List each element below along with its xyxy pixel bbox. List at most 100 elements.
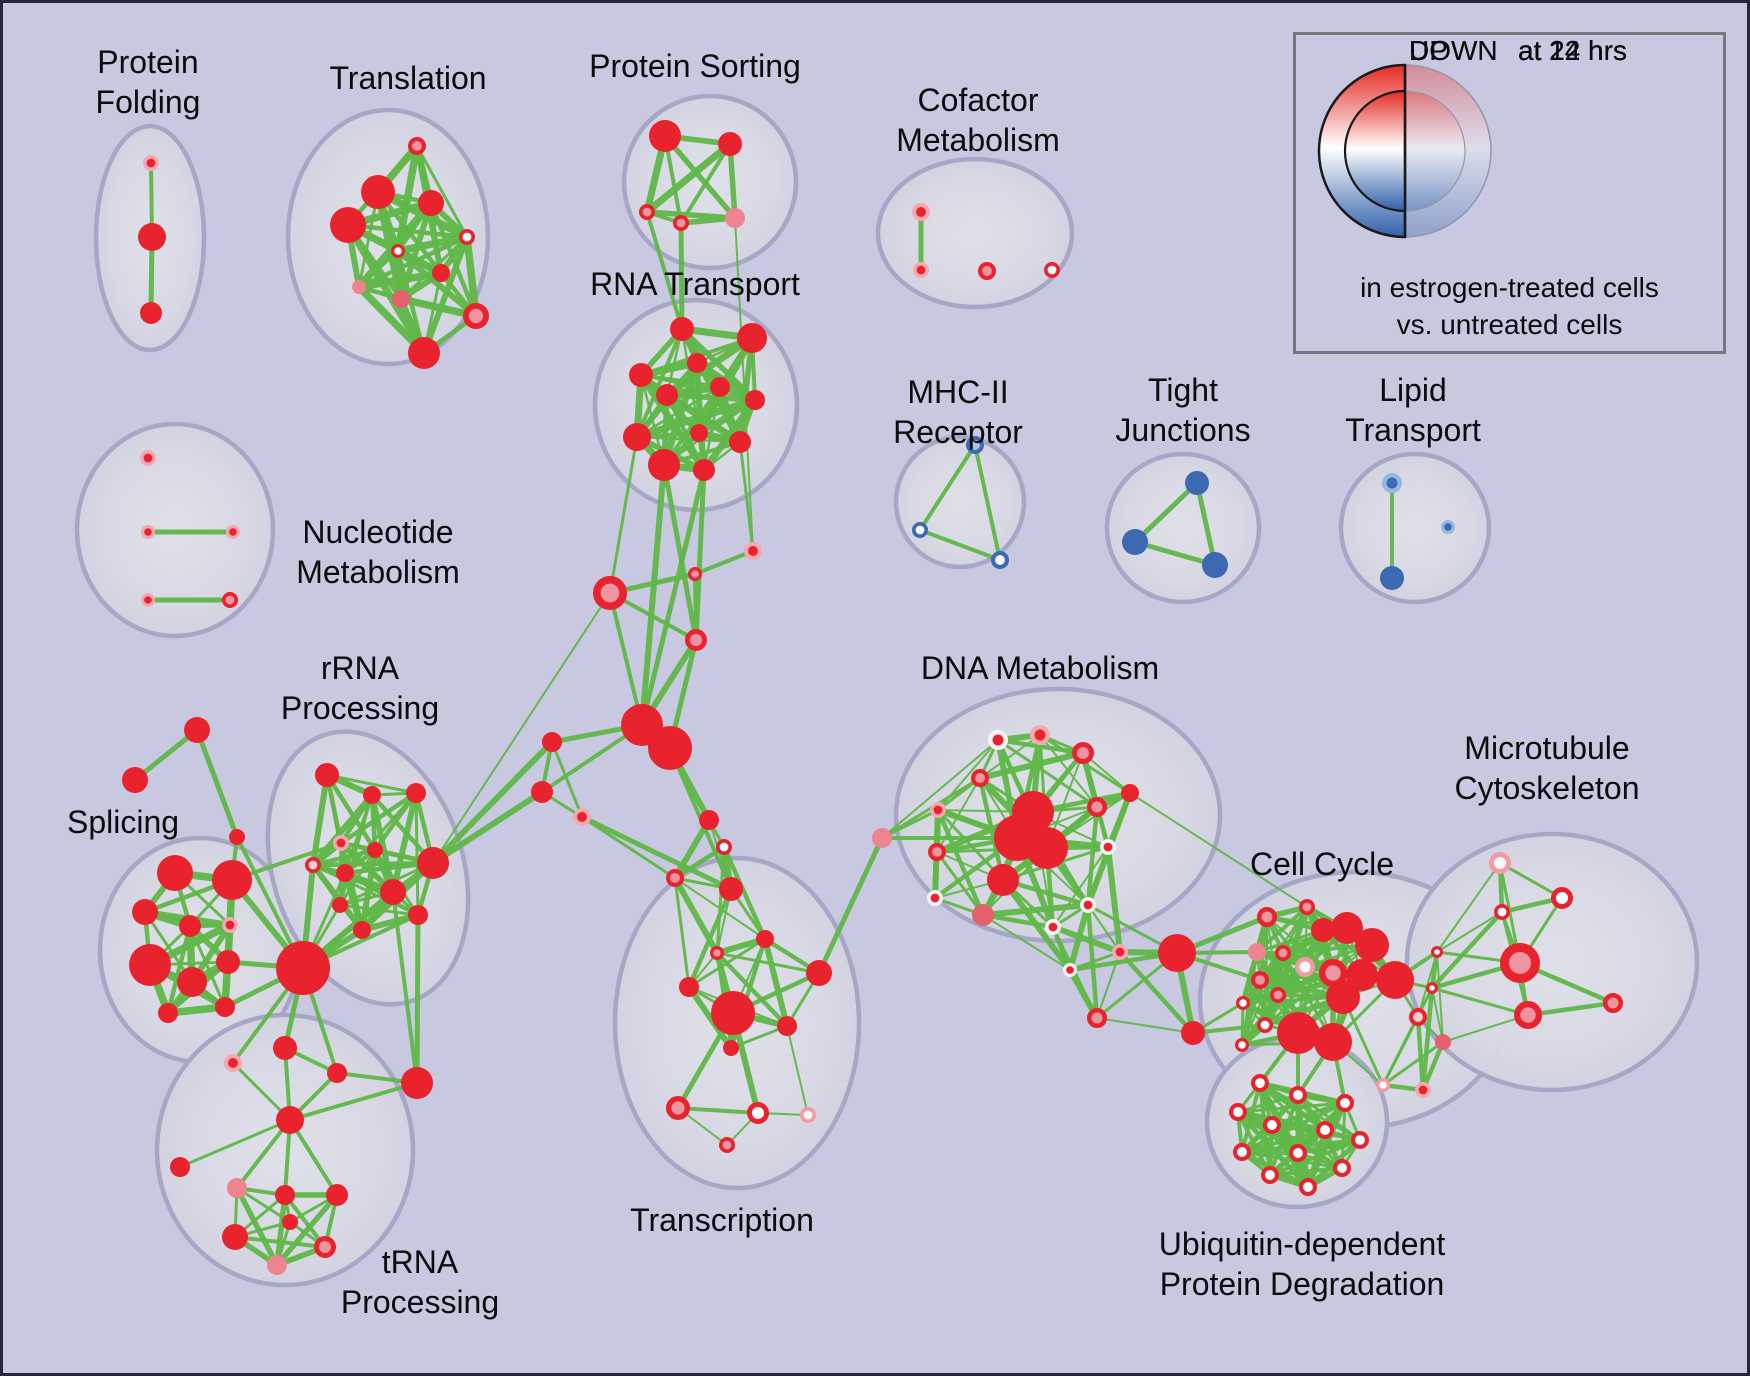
- network-node-b5: [684, 628, 707, 651]
- network-node-tn3: [326, 1184, 348, 1206]
- cluster-ellipse-cofactor-metabolism: [875, 156, 1075, 310]
- network-edge: [1117, 949, 1196, 1036]
- network-node-tn4: [222, 1224, 248, 1250]
- network-node-cc1: [1257, 907, 1277, 927]
- cluster-label-rrna-processing-line1: rRNA: [320, 650, 400, 686]
- network-node-lt1: [1382, 473, 1402, 493]
- cluster-ellipse-lipid-transport: [1338, 451, 1492, 605]
- network-edge: [714, 950, 790, 1029]
- network-node-dm2: [1030, 725, 1050, 745]
- network-node-x1: [184, 717, 210, 743]
- network-edge: [715, 951, 821, 975]
- network-edge: [1420, 1039, 1446, 1093]
- network-node-rr6: [336, 864, 354, 882]
- network-edge: [786, 1025, 809, 1116]
- network-edge: [391, 890, 419, 1085]
- network-edge: [1431, 987, 1444, 1043]
- network-node-mt8: [1514, 1001, 1543, 1030]
- network-node-nm4: [141, 592, 156, 607]
- cluster-label-transcription: Transcription: [630, 1202, 814, 1238]
- cluster-label-cofactor-metabolism-line2: Metabolism: [896, 122, 1060, 158]
- network-node-rt10: [729, 431, 751, 453]
- network-edge: [1436, 911, 1503, 953]
- network-edge: [918, 443, 977, 532]
- legend-inner-ring-faded-half: [1404, 90, 1466, 212]
- network-edge: [734, 217, 754, 552]
- network-node-cc10: [1346, 959, 1378, 991]
- network-node-x3: [229, 829, 245, 845]
- network-edge: [324, 772, 378, 853]
- network-node-cf2: [912, 261, 929, 278]
- network-node-cc11: [1376, 961, 1414, 999]
- network-edge: [394, 233, 471, 255]
- network-node-dm3: [1071, 741, 1094, 764]
- network-edge: [372, 790, 419, 853]
- network-node-dm15: [1062, 962, 1077, 977]
- network-node-c13: [799, 1107, 816, 1124]
- network-node-dm8: [1087, 797, 1107, 817]
- network-edge: [762, 936, 790, 1029]
- network-edge: [432, 592, 611, 864]
- network-node-bm: [872, 828, 892, 848]
- network-edge: [338, 790, 419, 846]
- network-node-rr12: [332, 897, 348, 913]
- network-node-cc19: [1234, 1037, 1249, 1052]
- cluster-ellipse-protein-sorting: [621, 93, 799, 271]
- network-edge: [935, 850, 985, 917]
- network-node-c3: [719, 877, 743, 901]
- network-node-ub2: [1289, 1086, 1308, 1105]
- cluster-ellipse-microtubule-cytoskeleton: [1404, 831, 1700, 1093]
- network-node-ps2: [718, 132, 742, 156]
- cluster-label-cell-cycle: Cell Cycle: [1249, 846, 1395, 882]
- network-edge: [977, 750, 1086, 781]
- network-edge: [580, 815, 677, 880]
- network-edge: [369, 792, 396, 895]
- network-node-tr4: [330, 207, 366, 243]
- network-edge: [1255, 905, 1309, 954]
- network-edge: [463, 233, 480, 320]
- cluster-label-splicing: Splicing: [66, 804, 180, 840]
- network-node-tn6: [267, 1255, 287, 1275]
- network-node-ub1: [1251, 1074, 1270, 1093]
- network-edge: [178, 1118, 292, 1169]
- network-node-ub5: [1263, 1116, 1282, 1135]
- network-edge: [338, 793, 374, 907]
- cluster-label-rna-transport: RNA Transport: [590, 266, 800, 302]
- network-edge: [1442, 1014, 1529, 1043]
- network-node-tr9: [392, 290, 410, 308]
- network-edge: [880, 808, 940, 840]
- network-node-ps1: [649, 120, 681, 152]
- network-edge: [165, 923, 193, 1016]
- legend-down-24-label: DOWN: [1409, 35, 1498, 66]
- network-node-cf4: [1044, 261, 1061, 278]
- network-edge: [633, 396, 759, 441]
- network-edge: [1087, 904, 1121, 953]
- network-edge: [1305, 1137, 1363, 1190]
- network-edge: [645, 210, 684, 331]
- network-node-c2: [699, 810, 719, 830]
- network-node-rrR: [417, 847, 449, 879]
- network-node-b2: [744, 542, 763, 561]
- network-edge: [395, 248, 479, 319]
- network-node-dm11: [972, 904, 994, 926]
- network-node-ub3: [1336, 1094, 1355, 1113]
- network-edge: [686, 984, 734, 1051]
- network-edge: [608, 591, 644, 727]
- legend-up-24-time: at 24 hrs: [1518, 35, 1627, 66]
- network-edge: [550, 740, 584, 819]
- network-node-rt11: [648, 449, 680, 481]
- network-node-ub6: [1316, 1121, 1335, 1140]
- network-edge: [686, 886, 734, 990]
- network-node-c1: [666, 869, 685, 888]
- network-edge: [235, 1118, 292, 1190]
- network-edge: [1129, 792, 1308, 908]
- network-edge: [608, 435, 639, 595]
- cluster-label-protein-sorting: Protein Sorting: [589, 48, 801, 84]
- cluster-label-rrna-processing-line2: Processing: [280, 690, 440, 726]
- cluster-label-dna-metabolism: DNA Metabolism: [920, 650, 1160, 686]
- network-node-dm5: [929, 801, 946, 818]
- network-edge: [1240, 1128, 1327, 1154]
- network-node-b4: [593, 576, 628, 611]
- cluster-label-tight-junctions-line2: Junctions: [1115, 412, 1251, 448]
